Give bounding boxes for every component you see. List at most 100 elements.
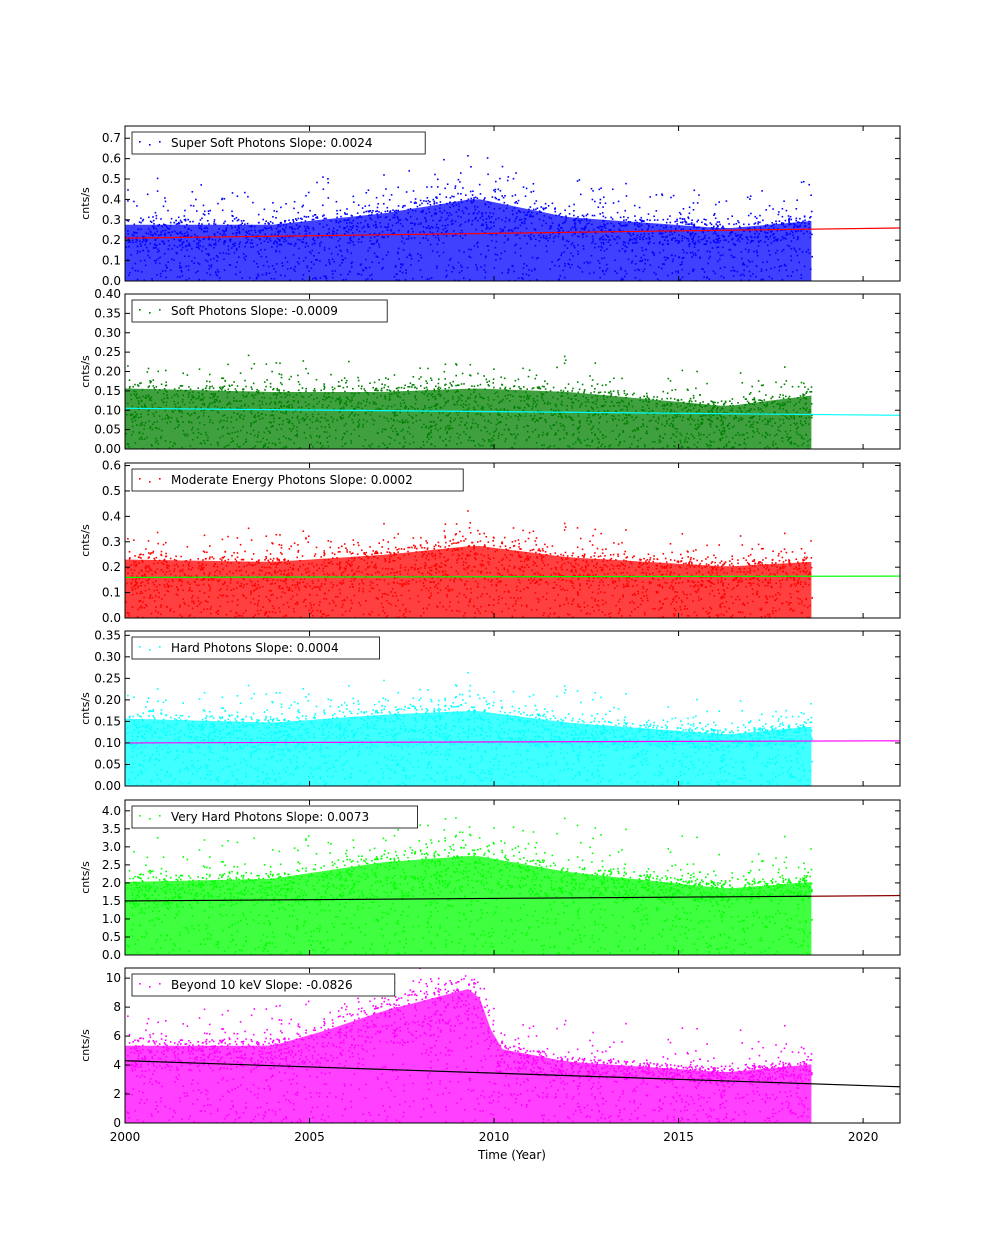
data-point [771,395,774,398]
data-point [470,197,472,200]
data-point [364,205,367,207]
data-point [352,195,355,198]
data-point [744,398,747,400]
data-point [191,191,194,193]
data-point [621,377,623,380]
data-point [513,385,515,388]
data-point [748,223,750,226]
data-point [305,216,308,218]
data-point [280,376,283,379]
data-point [791,385,794,388]
data-point [425,200,427,203]
data-point [416,387,418,390]
data-point [149,381,152,384]
data-point [749,195,752,197]
data-point [341,379,343,382]
data-point [241,388,244,391]
data-point [795,208,798,210]
data-point [662,390,665,393]
data-point [544,207,546,210]
data-point [639,218,641,221]
data-point [676,399,679,402]
data-point [177,216,180,219]
data-point [272,216,274,218]
data-point [562,390,565,392]
data-point [127,189,129,191]
data-point [567,383,570,385]
data-point [625,219,628,221]
data-point [463,383,465,385]
data-point [592,190,594,192]
data-point [554,210,557,213]
data-point [323,214,325,216]
data-point [783,200,785,202]
data-point [698,194,700,196]
data-point [568,213,571,215]
data-point [333,387,336,390]
data-point [150,380,152,383]
data-point [656,396,659,398]
data-point [322,188,325,190]
data-point [395,209,397,212]
data-point [696,220,698,223]
data-point [469,190,472,193]
data-point [451,195,453,198]
data-point [133,200,135,203]
data-point [492,378,495,380]
data-point [739,372,742,374]
data-point [669,221,672,224]
data-point [437,178,439,181]
data-point [426,382,428,384]
data-point [488,380,490,383]
data-point [281,383,283,386]
data-point [552,386,555,389]
data-point [152,219,155,222]
data-point [414,386,416,388]
data-point [541,385,544,388]
data-point [419,199,422,202]
data-point [573,210,575,212]
data-point [566,390,569,393]
data-point [340,215,342,218]
data-point [271,222,274,224]
data-point [272,202,274,204]
data-point [757,221,760,223]
data-point [305,390,307,392]
data-point [688,401,691,403]
data-point [460,172,462,174]
data-point [586,213,589,215]
data-point [802,220,804,223]
data-point [810,194,812,196]
data-point [532,208,535,211]
data-point [246,222,249,225]
data-point [128,387,131,389]
data-point [429,204,432,206]
data-point [602,215,605,218]
data-point [244,379,246,382]
data-point [473,197,475,199]
data-point [250,386,253,388]
data-point [583,215,585,218]
data-point [364,390,366,392]
data-point [133,223,136,226]
data-point [604,216,607,219]
data-point [414,198,417,200]
data-point [445,383,447,386]
data-point [800,181,803,184]
data-point [494,196,497,199]
data-point [327,181,329,184]
data-point [157,370,159,373]
data-point [611,218,614,220]
data-point [377,203,379,205]
data-point [137,385,140,387]
data-point [590,187,593,190]
data-point [177,223,179,225]
data-point [753,223,756,225]
data-point [672,194,675,197]
data-point [155,214,158,217]
data-point [189,220,191,223]
data-point [693,223,696,226]
data-point [687,217,690,220]
data-point [388,199,391,201]
data-point [231,192,234,194]
